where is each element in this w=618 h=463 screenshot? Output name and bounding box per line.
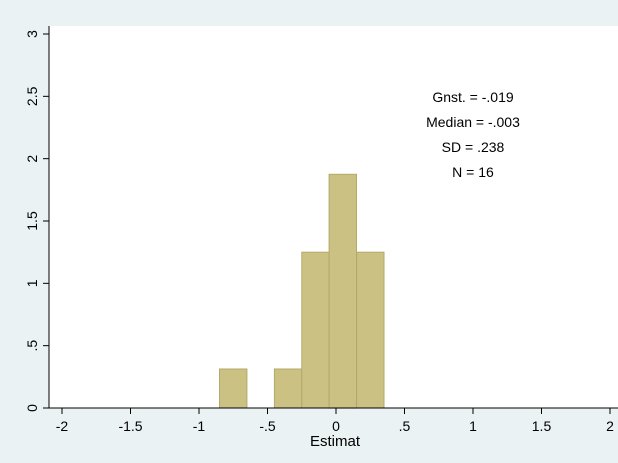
histogram-bar [301, 251, 330, 409]
y-tick-label: 2.5 [24, 86, 40, 106]
stat-annotation: Gnst. = -.019 [432, 89, 514, 105]
x-tick-label: -.5 [259, 418, 276, 434]
x-tick-label: 2 [606, 418, 614, 434]
x-tick-label: -2 [56, 418, 69, 434]
x-axis-title: Estimat [310, 433, 361, 450]
histogram-bar [328, 173, 358, 409]
y-tick-label: 2 [24, 155, 40, 163]
x-tick-label: 0 [332, 418, 340, 434]
x-tick-label: .5 [399, 418, 411, 434]
y-tick-label: 1.5 [24, 211, 40, 231]
y-tick-label: 3 [24, 30, 40, 38]
y-tick-label: .5 [24, 340, 40, 352]
x-tick-label: -1 [193, 418, 206, 434]
stat-annotation: N = 16 [452, 164, 494, 180]
stat-annotation: Median = -.003 [426, 114, 520, 130]
histogram-bar [219, 368, 248, 409]
x-tick-label: -1.5 [118, 418, 142, 434]
y-tick-label: 0 [24, 404, 40, 412]
y-tick-label: 1 [24, 279, 40, 287]
histogram-bar [356, 251, 385, 409]
histogram-bar [273, 368, 303, 409]
x-tick-label: 1.5 [532, 418, 552, 434]
stat-annotation: SD = .238 [442, 139, 505, 155]
x-tick-label: 1 [469, 418, 477, 434]
